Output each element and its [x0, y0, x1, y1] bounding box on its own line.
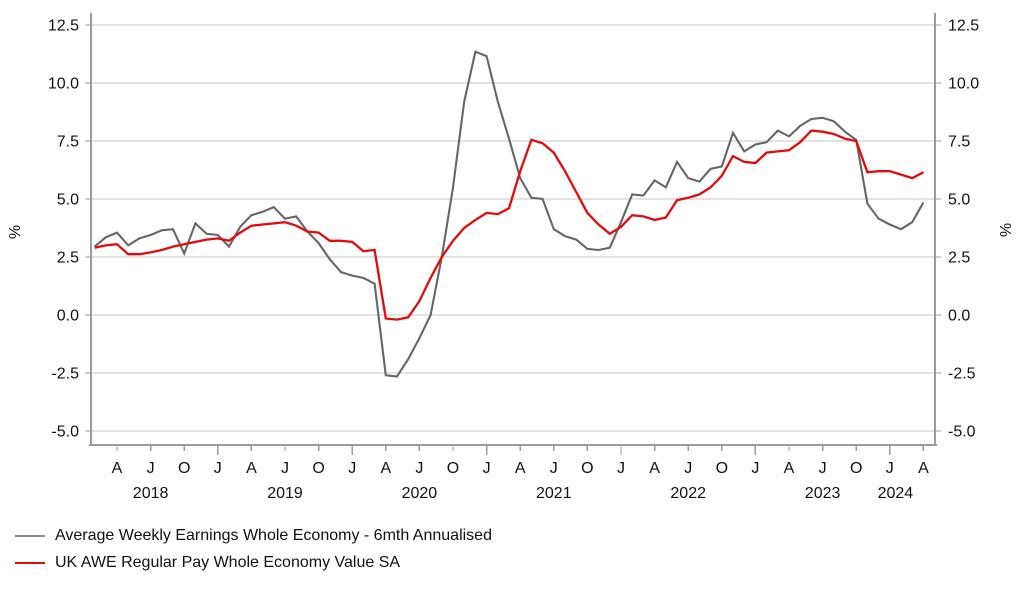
gray-line-swatch-icon	[15, 534, 45, 537]
x-tick-label: O	[850, 460, 862, 477]
x-tick-label: A	[112, 460, 123, 477]
x-tick-label: J	[281, 460, 289, 477]
x-tick-label: O	[447, 460, 459, 477]
right-y-tick-label: 5.0	[948, 192, 970, 209]
x-tick-label: J	[886, 460, 894, 477]
x-tick-label: J	[348, 460, 356, 477]
x-tick-label: J	[684, 460, 692, 477]
right-y-tick-label: -5.0	[948, 424, 976, 441]
x-tick-label: A	[649, 460, 660, 477]
left-y-tick-label: 0.0	[57, 308, 79, 325]
right-y-tick-label: -2.5	[948, 366, 976, 383]
year-label: 2019	[267, 485, 303, 502]
legend-item-awe-6mth-annualised: Average Weekly Earnings Whole Economy - …	[15, 522, 492, 549]
x-tick-label: O	[581, 460, 593, 477]
series-line-awe-regular-pay	[94, 129, 924, 321]
left-percent-label: %	[7, 225, 24, 239]
legend: Average Weekly Earnings Whole Economy - …	[15, 522, 492, 576]
x-tick-label: O	[716, 460, 728, 477]
right-y-tick-label: 2.5	[948, 250, 970, 267]
year-label: 2024	[878, 485, 914, 502]
right-y-tick-label: 0.0	[948, 308, 970, 325]
series-line-awe-6mth-annualised	[93, 50, 925, 378]
x-tick-label: A	[515, 460, 526, 477]
year-label: 2022	[670, 485, 706, 502]
right-y-tick-label: 7.5	[948, 134, 970, 151]
legend-label-awe-regular-pay: UK AWE Regular Pay Whole Economy Value S…	[55, 553, 401, 571]
x-tick-label: J	[214, 460, 222, 477]
left-y-tick-label: 2.5	[57, 250, 79, 267]
year-label: 2020	[402, 485, 438, 502]
year-label: 2021	[536, 485, 572, 502]
x-tick-label: J	[617, 460, 625, 477]
legend-label-awe-6mth-annualised: Average Weekly Earnings Whole Economy - …	[55, 526, 492, 544]
x-tick-label: J	[819, 460, 827, 477]
x-tick-label: J	[483, 460, 491, 477]
x-tick-label: A	[918, 460, 929, 477]
x-tick-label: J	[147, 460, 155, 477]
x-tick-label: O	[178, 460, 190, 477]
left-y-tick-label: -5.0	[51, 424, 79, 441]
x-tick-label: J	[550, 460, 558, 477]
red-line-swatch-icon	[15, 561, 45, 564]
year-label: 2018	[133, 485, 169, 502]
x-tick-label: O	[312, 460, 324, 477]
x-tick-label: A	[246, 460, 257, 477]
right-y-tick-label: 10.0	[948, 76, 979, 93]
right-y-tick-label: 12.5	[948, 18, 979, 35]
left-y-tick-label: 12.5	[48, 18, 79, 35]
left-y-tick-label: -2.5	[51, 366, 79, 383]
left-y-tick-label: 5.0	[57, 192, 79, 209]
left-y-tick-label: 10.0	[48, 76, 79, 93]
x-tick-label: A	[380, 460, 391, 477]
x-tick-label: A	[784, 460, 795, 477]
x-tick-label: J	[415, 460, 423, 477]
right-percent-label: %	[996, 223, 1013, 237]
x-tick-label: J	[751, 460, 759, 477]
year-label: 2023	[805, 485, 841, 502]
left-y-tick-label: 7.5	[57, 134, 79, 151]
legend-item-awe-regular-pay: UK AWE Regular Pay Whole Economy Value S…	[15, 549, 492, 576]
